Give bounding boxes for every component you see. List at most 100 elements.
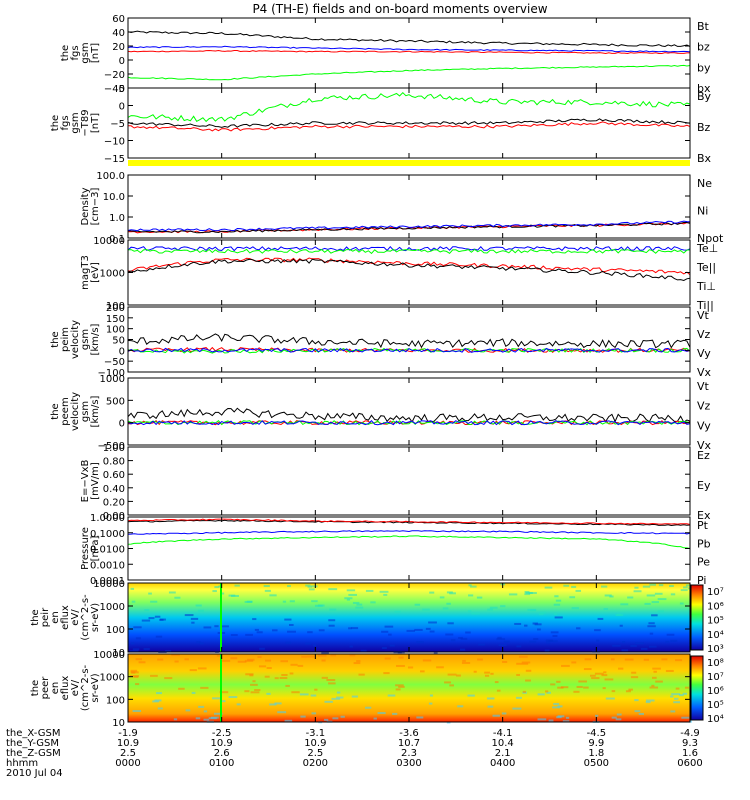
spectrogram-pixel <box>516 662 521 665</box>
y-tick-label: 0 <box>119 419 125 430</box>
spectrogram-pixel <box>395 688 401 691</box>
spectrogram-pixel <box>305 642 312 645</box>
axis-row-value: 10.9 <box>304 738 326 749</box>
spectrogram-pixel <box>652 667 661 670</box>
y-axis-label-line: the <box>30 680 41 696</box>
spectrogram-pixel <box>152 700 159 703</box>
spectrogram-pixel <box>537 693 545 696</box>
spectrogram-pixel <box>562 720 570 723</box>
axis-row-value: 0400 <box>490 758 515 769</box>
spectrogram-pixel <box>646 594 656 597</box>
spectrogram-pixel <box>287 585 291 588</box>
spectrogram-pixel <box>603 608 608 611</box>
spectrogram-pixel <box>171 654 180 657</box>
spectrogram-pixel <box>299 693 309 696</box>
spectrogram-pixel <box>561 664 570 667</box>
y-tick-label: 40 <box>112 28 125 39</box>
spectrogram-pixel <box>546 641 551 644</box>
spectrogram-pixel <box>634 699 639 702</box>
axis-row-value: 9.3 <box>682 738 698 749</box>
spectrogram-pixel <box>416 716 424 719</box>
panel-temperature: 10000 1000 100 magT3 [eV] Te⊥ Te|| Ti⊥ Ti|| <box>80 236 718 312</box>
y-tick-label: 10 <box>112 648 125 659</box>
y-tick-label: 1000 <box>100 673 125 684</box>
spectrogram-pixel <box>428 621 437 624</box>
colorbar-tick-label: 10⁸ <box>707 658 724 669</box>
y-tick-label: −10 <box>104 137 125 148</box>
spectrogram-pixel <box>326 679 336 682</box>
spectrogram-pixel <box>467 694 475 697</box>
spectrogram-pixel <box>279 676 288 679</box>
spectrogram-pixel <box>203 710 208 713</box>
spectrogram-pixel <box>429 694 433 697</box>
spectrogram-pixel <box>560 686 569 689</box>
spectrogram-pixel <box>143 648 150 651</box>
colorbar-tick-label: 10⁶ <box>707 601 724 612</box>
spectrogram-pixel <box>444 681 451 684</box>
spectrogram-pixel <box>546 691 551 694</box>
axis-row-value: 10.7 <box>398 738 420 749</box>
spectrogram-pixel <box>216 654 222 657</box>
spectrogram-pixel <box>244 690 250 693</box>
colorbar-tick-label: 10⁴ <box>707 714 724 725</box>
spectrogram-pixel <box>654 592 663 595</box>
spectrogram-pixel <box>289 672 294 675</box>
spectrogram-pixel <box>484 671 490 674</box>
spectrogram-pixel <box>545 639 553 642</box>
series-line-Te|| <box>127 258 691 282</box>
spectrogram-pixel <box>305 584 311 587</box>
spectrogram-pixel <box>658 584 664 587</box>
spectrogram-pixel <box>620 603 629 606</box>
spectrogram-pixel <box>203 718 210 721</box>
spectrogram-pixel <box>141 619 151 622</box>
spectrogram-pixel <box>174 596 181 599</box>
spectrogram-pixel <box>649 583 656 586</box>
legend-Vt: Vt <box>697 309 710 322</box>
spectrogram-pixel <box>388 633 392 636</box>
y-axis-label: Density [cm−3] <box>80 187 101 225</box>
spectrogram-pixel <box>476 596 483 599</box>
colorbar <box>690 655 704 721</box>
y-axis-label-line: the <box>50 403 61 419</box>
spectrogram-pixel <box>631 671 637 674</box>
spectrogram-pixel <box>429 591 435 594</box>
spectrogram-pixel <box>263 585 270 588</box>
spectrogram-pixel <box>603 671 607 674</box>
legend-Ez: Ez <box>697 449 710 462</box>
legend-by: by <box>697 61 711 74</box>
spectrogram-pixel <box>544 649 550 652</box>
spectrogram-pixel <box>583 686 589 689</box>
legend-Pi: Pi <box>697 574 706 587</box>
legend-Vy: Vy <box>697 347 711 360</box>
spectrogram-pixel <box>539 611 547 614</box>
spectrogram-pixel <box>272 629 278 632</box>
spectrogram-pixel <box>594 629 601 632</box>
y-tick-label: 0.1 <box>109 234 125 245</box>
y-axis-label-line: the <box>30 609 41 625</box>
y-tick-label: −500 <box>98 441 125 452</box>
y-tick-label: 0 <box>119 56 125 67</box>
spectrogram-pixel <box>594 672 604 675</box>
y-tick-label: 150 <box>106 314 125 325</box>
y-axis-label-line: sr-eV) <box>90 673 101 702</box>
y-tick-label: 0.1000 <box>90 529 125 540</box>
spectrogram-pixel <box>657 610 664 613</box>
spectrogram-pixel <box>670 639 678 642</box>
spectrogram-pixel <box>611 716 617 719</box>
y-axis-label: the fgs gsm [nT] <box>60 42 101 63</box>
spectrogram-pixel <box>203 626 212 629</box>
spectrogram-pixel <box>494 681 499 684</box>
spectrogram-pixel <box>616 613 622 616</box>
y-tick-label: 0 <box>119 346 125 357</box>
spectrogram-pixel <box>554 616 563 619</box>
panel-frame <box>127 516 691 581</box>
legend-By: By <box>697 90 712 103</box>
y-tick-label: −15 <box>104 154 125 165</box>
spectrogram-pixel <box>524 593 531 596</box>
spectrogram-pixel <box>414 628 423 631</box>
y-tick-label: 50 <box>112 336 125 347</box>
y-axis-label-line: eflux <box>60 605 71 630</box>
spectrogram-pixel <box>190 617 199 620</box>
